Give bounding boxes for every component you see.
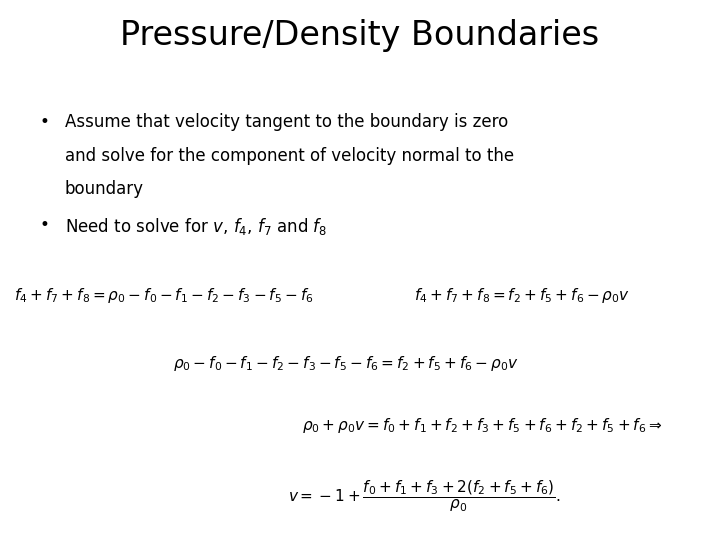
Text: and solve for the component of velocity normal to the: and solve for the component of velocity … <box>65 147 514 165</box>
Text: Need to solve for $v$, $f_4$, $f_7$ and $f_8$: Need to solve for $v$, $f_4$, $f_7$ and … <box>65 216 327 237</box>
Text: $f_4 + f_7 + f_8 = \rho_0 - f_0 - f_1 - f_2 - f_3 - f_5 - f_6$: $f_4 + f_7 + f_8 = \rho_0 - f_0 - f_1 - … <box>14 286 314 305</box>
Text: $v = -1 + \dfrac{f_0 + f_1 + f_3 + 2(f_2 + f_5 + f_6)}{\rho_0}.$: $v = -1 + \dfrac{f_0 + f_1 + f_3 + 2(f_2… <box>288 478 561 514</box>
Text: $f_4 + f_7 + f_8 = f_2 + f_5 + f_6 - \rho_0 v$: $f_4 + f_7 + f_8 = f_2 + f_5 + f_6 - \rh… <box>414 286 630 305</box>
Text: boundary: boundary <box>65 180 144 198</box>
Text: $\rho_0 - f_0 - f_1 - f_2 - f_3 - f_5 - f_6 = f_2 + f_5 + f_6 - \rho_0 v$: $\rho_0 - f_0 - f_1 - f_2 - f_3 - f_5 - … <box>173 354 518 373</box>
Text: •: • <box>40 216 50 234</box>
Text: •: • <box>40 113 50 131</box>
Text: Assume that velocity tangent to the boundary is zero: Assume that velocity tangent to the boun… <box>65 113 508 131</box>
Text: $\rho_0 + \rho_0 v = f_0 + f_1 + f_2 + f_3 + f_5 + f_6 + f_2 + f_5 + f_6 \Righta: $\rho_0 + \rho_0 v = f_0 + f_1 + f_2 + f… <box>302 416 663 435</box>
Text: Pressure/Density Boundaries: Pressure/Density Boundaries <box>120 19 600 52</box>
